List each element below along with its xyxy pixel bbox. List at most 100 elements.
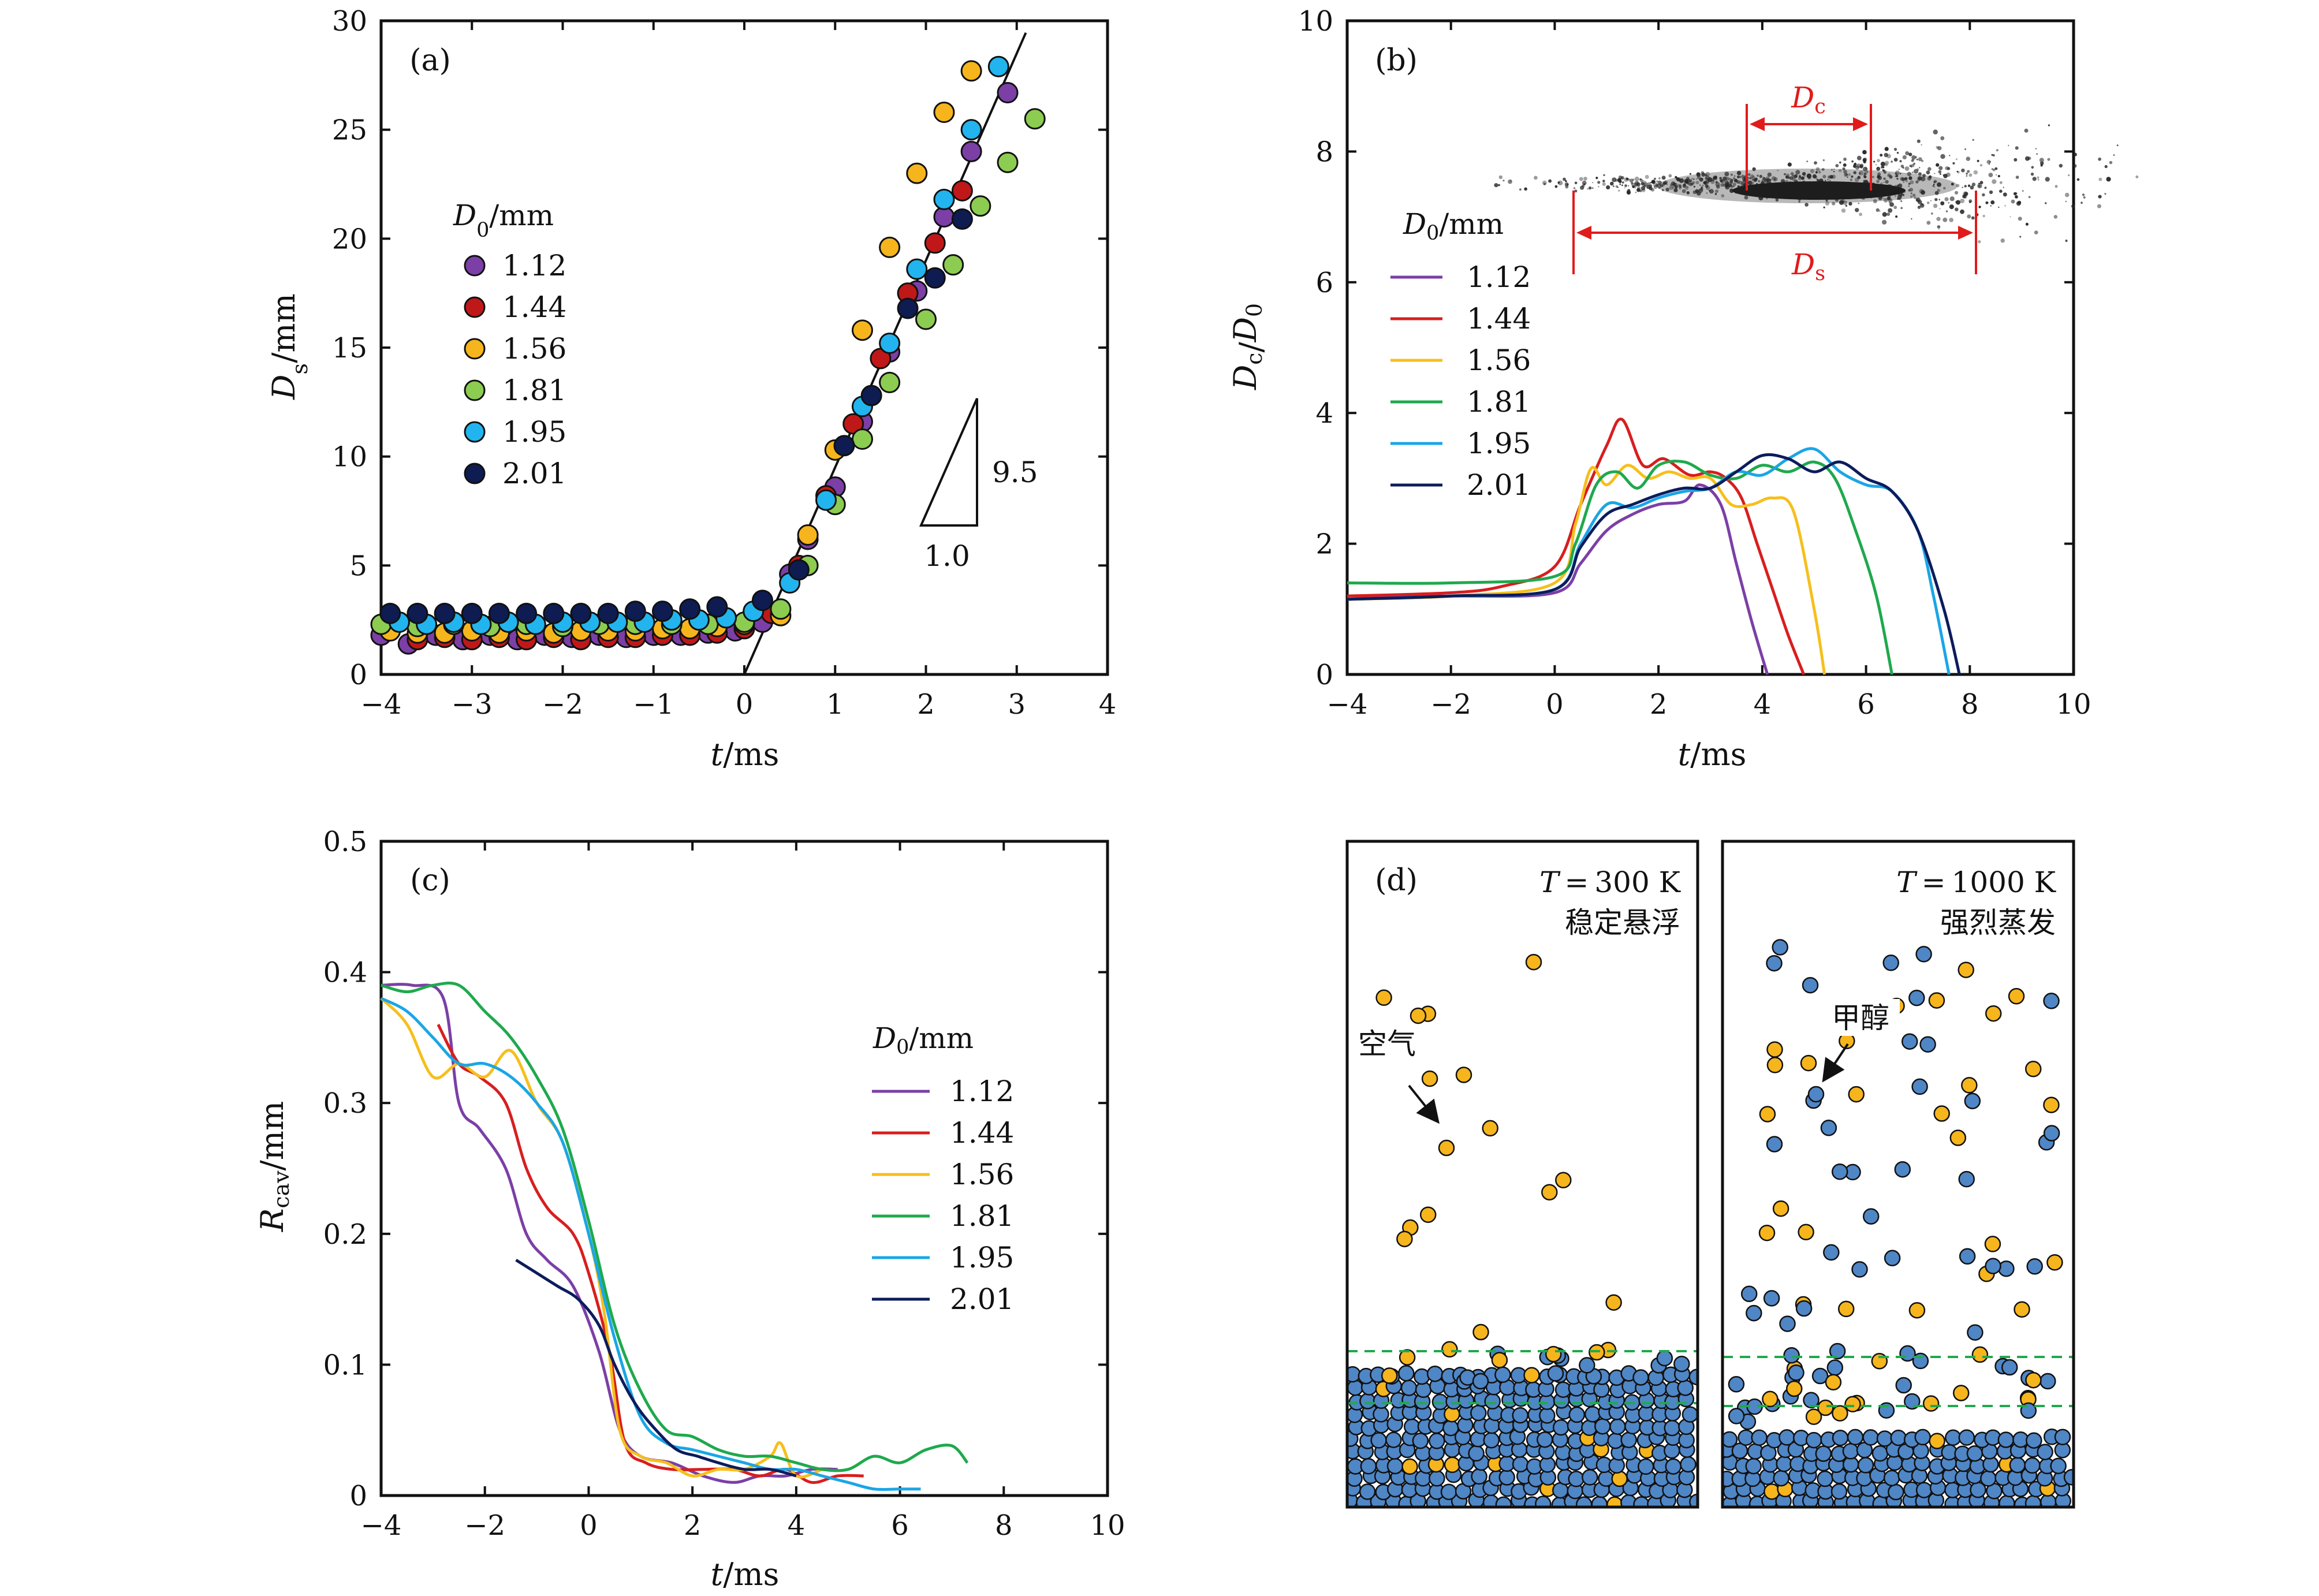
particle [1669, 185, 1674, 190]
series-line [1347, 417, 1806, 675]
methanol-molecule [1677, 1379, 1694, 1396]
particle [1732, 177, 1736, 180]
particle [1725, 177, 1729, 181]
air-molecule [1401, 1458, 1418, 1475]
methanol-molecule [1359, 1393, 1376, 1409]
particle [2004, 205, 2006, 207]
air-molecule [1832, 1405, 1848, 1422]
particle [1636, 186, 1641, 190]
particle [1895, 170, 1900, 176]
particle [1574, 189, 1578, 193]
air-molecule [2014, 1301, 2030, 1318]
data-point [997, 151, 1019, 173]
legend-marker [464, 421, 486, 443]
data-point [960, 140, 982, 162]
particle [1917, 139, 1921, 143]
particle [1943, 217, 1948, 222]
particle [1657, 180, 1662, 185]
data-point [851, 319, 873, 341]
air-molecule [1929, 1433, 1945, 1449]
methanol-molecule [1773, 1470, 1789, 1487]
air-molecule [1758, 1224, 1776, 1241]
particle [1624, 184, 1627, 187]
particle [1825, 201, 1830, 206]
methanol-molecule [1552, 1419, 1569, 1436]
dc-arrow-left-head [1750, 117, 1765, 131]
methanol-molecule [1442, 1419, 1459, 1437]
particle [1802, 171, 1806, 176]
particle [1800, 176, 1805, 180]
particle [1567, 184, 1569, 185]
series-line [437, 1024, 864, 1484]
methanol-molecule [1723, 1431, 1738, 1448]
particle [1894, 195, 1896, 197]
y-tick-label: 0.1 [323, 1349, 367, 1381]
air-molecule [1952, 1385, 1970, 1401]
air-molecule [1933, 1105, 1950, 1122]
particle [1940, 173, 1941, 175]
particle [2034, 230, 2038, 234]
particle [1850, 178, 1853, 181]
particle [1706, 192, 1708, 194]
legend-marker [464, 463, 486, 484]
methanol-molecule [1682, 1406, 1698, 1423]
methanol-molecule [1740, 1285, 1758, 1303]
dc-arrow-right-head [1853, 117, 1868, 131]
particle [1996, 174, 1997, 176]
particle [1903, 181, 1904, 183]
air-molecule [1491, 1352, 1508, 1368]
methanol-molecule [1547, 1365, 1564, 1382]
particle [1862, 150, 1867, 155]
particle [2067, 174, 2070, 177]
particle [2011, 199, 2015, 204]
particle [1639, 189, 1642, 192]
particle [1848, 173, 1851, 176]
particle [1945, 210, 1948, 212]
methanol-molecule [1359, 1483, 1376, 1500]
particle [1999, 189, 2003, 193]
particle [1934, 173, 1936, 174]
particle [1853, 165, 1856, 168]
methanol-molecule [1665, 1458, 1682, 1475]
x-tick-label: 3 [1008, 688, 1026, 721]
particle [1574, 181, 1578, 185]
data-point [770, 598, 792, 620]
y-axis-label: Rcav/mm [254, 1101, 294, 1232]
particle [1775, 198, 1779, 202]
legend-label: 1.95 [502, 415, 566, 449]
particle [1981, 193, 1985, 197]
particle [1876, 208, 1880, 212]
y-tick-label: 0 [349, 659, 367, 691]
y-tick-label: 0 [349, 1480, 367, 1512]
methanol-molecule [2037, 1444, 2053, 1460]
particle [2035, 148, 2037, 150]
particle [1918, 157, 1922, 162]
particle [1751, 181, 1754, 185]
particle [1978, 240, 1981, 244]
methanol-molecule [1429, 1433, 1445, 1449]
particle [1736, 180, 1740, 184]
particle [1992, 154, 1995, 156]
particle [2022, 190, 2024, 192]
particle [1692, 178, 1695, 180]
particle [1624, 187, 1625, 189]
air-molecule [1606, 1496, 1623, 1507]
x-tick-label: 0 [580, 1509, 598, 1542]
air-molecule [1482, 1120, 1498, 1137]
x-tick-label: 10 [1090, 1509, 1125, 1542]
x-axis-label: t/ms [711, 1556, 780, 1593]
air-molecule [1764, 1483, 1780, 1500]
particle [1888, 208, 1893, 213]
particle [1662, 182, 1665, 187]
legend-label: 2.01 [950, 1282, 1014, 1316]
methanol-molecule [1958, 1170, 1975, 1188]
particle [1979, 164, 1982, 167]
particle [1701, 171, 1705, 175]
particle [1696, 173, 1701, 177]
particle [1933, 203, 1938, 208]
panel-b: −4 −2 0 2 4 6 8 10 0 2 4 6 8 10 t/ms Dc/D0 (b) Dc Ds D0/mm 1… [1227, 5, 2139, 773]
particle [2116, 144, 2119, 147]
data-point [379, 602, 401, 624]
particle [1900, 193, 1904, 196]
particle [1612, 177, 1617, 182]
